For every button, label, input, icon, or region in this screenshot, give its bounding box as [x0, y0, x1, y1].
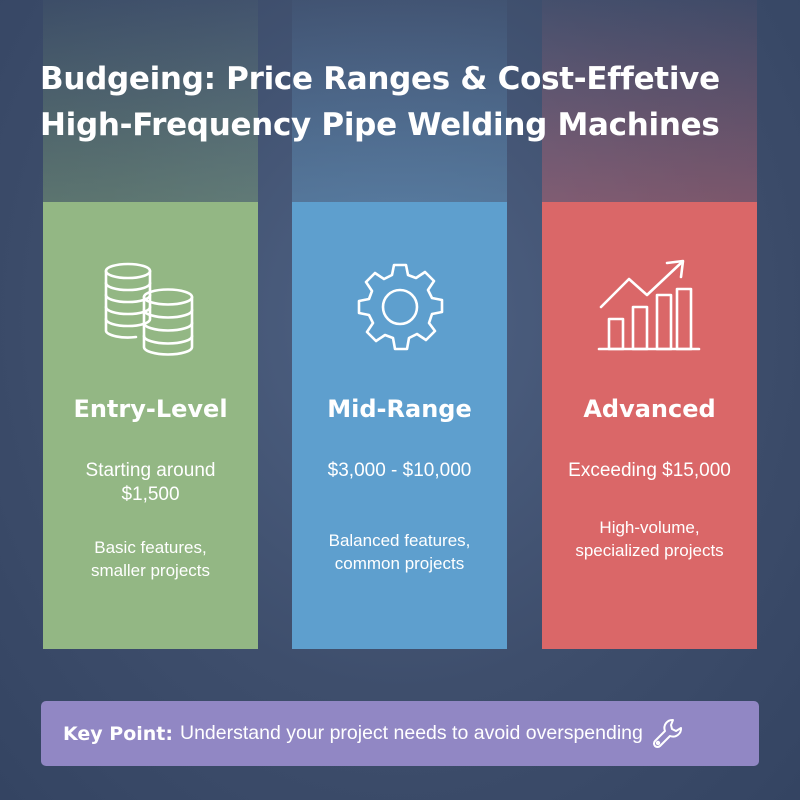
- page-title: Budgeing: Price Ranges & Cost-Effetive H…: [40, 56, 780, 148]
- key-point-label: Key Point:: [63, 722, 173, 745]
- tier-price: $3,000 - $10,000: [327, 460, 472, 481]
- coin-stack-icon: [96, 257, 206, 357]
- advanced-column-backdrop: [542, 0, 757, 210]
- tier-name: Advanced: [583, 395, 716, 423]
- tier-price: Exceeding $15,000: [568, 460, 731, 481]
- title-line-2: High-Frequency Pipe Welding Machines: [40, 107, 720, 143]
- tier-name: Entry-Level: [73, 395, 228, 423]
- tier-name: Mid-Range: [327, 395, 472, 423]
- tier-description: Basic features, smaller projects: [90, 538, 211, 580]
- key-point-text: Understand your project needs to avoid o…: [179, 722, 643, 744]
- mid-column-backdrop: [292, 0, 507, 210]
- tier-description: Balanced features, common projects: [328, 531, 471, 573]
- key-point-banner: Key Point: Understand your project needs…: [41, 701, 759, 766]
- entry-level-card: Entry-Level Starting around $1,500 Basic…: [43, 202, 258, 649]
- advanced-card: Advanced Exceeding $15,000 High-volume, …: [542, 202, 757, 649]
- entry-column-backdrop: [43, 0, 258, 210]
- wrench-icon: [651, 717, 685, 751]
- growth-chart-icon: [595, 257, 705, 357]
- title-line-1: Budgeing: Price Ranges & Cost-Effetive: [40, 61, 720, 97]
- tier-price: Starting around $1,500: [85, 460, 216, 505]
- gear-icon: [345, 257, 455, 357]
- tier-description: High-volume, specialized projects: [575, 518, 724, 560]
- mid-range-card: Mid-Range $3,000 - $10,000 Balanced feat…: [292, 202, 507, 649]
